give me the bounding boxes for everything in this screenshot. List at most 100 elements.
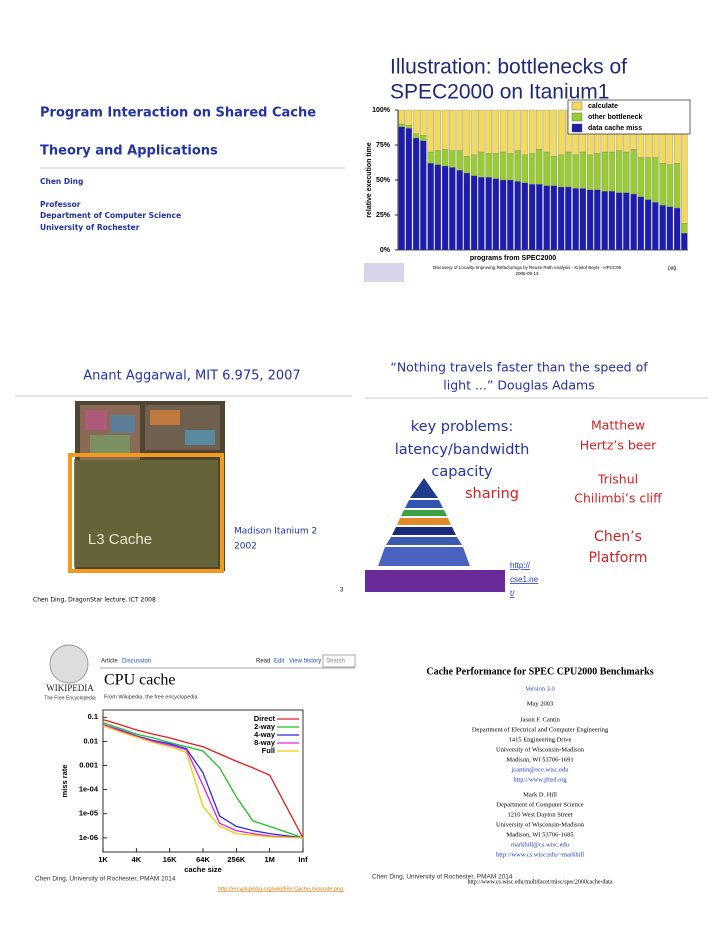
bar-segment — [528, 153, 536, 185]
legend-box — [567, 99, 691, 135]
y-tick-label: 1e-05 — [79, 809, 98, 818]
slide-title: Illustration: bottlenecks of — [390, 56, 627, 79]
bar-segment — [427, 163, 434, 251]
footer: Chen Ding, DragonStar lecture, ICT 2008 — [33, 597, 156, 604]
legend-label: 4-way — [254, 730, 276, 739]
tab[interactable]: Article — [101, 659, 118, 665]
y-tick-label: 0.01 — [83, 736, 98, 745]
bar-segment — [543, 185, 550, 251]
link[interactable]: cse1.ne — [510, 575, 539, 584]
legend-label: 2-way — [254, 722, 276, 731]
slide-title: SPEC2000 on Itanium1 — [390, 81, 609, 104]
university: University of Rochester — [40, 223, 140, 232]
bar-segment — [550, 109, 558, 157]
author-email[interactable]: jcantin@ece.wisc.edu — [511, 766, 570, 773]
bar-segment — [492, 109, 500, 154]
bar-segment — [405, 125, 413, 129]
bar-segment — [485, 177, 492, 251]
line-chart: 0.1 0.01 0.001 1e-04 1e-05 1e-06 1K 4K 16K 64K 256… — [60, 709, 308, 874]
bar-segment — [615, 150, 623, 193]
search-placeholder: Search — [326, 659, 345, 665]
bar-segment — [659, 205, 666, 251]
author-name: Jason F. Cantin — [520, 716, 560, 723]
author-city: Madison, WI 53706-1691 — [506, 756, 573, 763]
line-series — [102, 723, 304, 839]
bar-segment — [434, 150, 442, 165]
bar-segment — [420, 109, 427, 136]
die-photo — [68, 401, 225, 573]
bar-segment — [601, 151, 608, 192]
search-box[interactable] — [322, 654, 356, 668]
line-series — [102, 721, 304, 839]
bar-segment — [630, 193, 637, 251]
doc-title: Cache Performance for SPEC CPU2000 Bench… — [426, 666, 653, 677]
author: Chen Ding — [40, 177, 83, 186]
author-email[interactable]: markhill@cs.wisc.edu — [511, 841, 570, 848]
bar-segment — [507, 153, 514, 181]
bar-segment — [572, 188, 579, 251]
bar-segment — [601, 191, 608, 251]
bar-segment — [550, 156, 558, 186]
action[interactable]: Edit — [274, 659, 285, 665]
link[interactable]: t/ — [510, 589, 515, 598]
y-tick-label: 100% — [372, 107, 391, 114]
problem: latency/bandwidth — [395, 442, 530, 458]
bar-segment — [594, 189, 601, 251]
line-series — [102, 718, 304, 839]
bar-segment — [652, 202, 659, 251]
bar-segment — [507, 109, 514, 154]
legend-label: 8-way — [254, 738, 276, 747]
bar-segment — [572, 154, 579, 189]
y-tick-label: 0.1 — [88, 712, 98, 721]
slide-subtitle: Theory and Applications — [40, 144, 218, 159]
person: Hertz’s beer — [580, 438, 657, 453]
bar-segment — [681, 233, 688, 251]
bar-segment — [623, 151, 630, 193]
action[interactable]: Read — [256, 659, 270, 665]
legend-label: calculate — [588, 103, 618, 110]
page-title: CPU cache — [104, 672, 176, 689]
action[interactable]: View history — [289, 659, 321, 665]
bar-segment — [565, 151, 572, 188]
bar-segment — [499, 151, 507, 181]
bar-segment — [463, 109, 471, 157]
bar-segment — [557, 109, 565, 155]
bar-segment — [673, 163, 681, 209]
y-tick-label: 1e-06 — [79, 833, 98, 842]
x-tick-label: 1K — [98, 855, 108, 864]
bar-segment — [681, 223, 688, 234]
footer: Discovery of Locality-Improving Refactor… — [433, 265, 622, 270]
link[interactable]: http:// — [510, 561, 531, 570]
problem: capacity — [431, 464, 493, 480]
bar-segment — [434, 109, 442, 151]
author-homepage[interactable]: http://www.jfred.org — [513, 776, 567, 783]
bar-segment — [405, 109, 413, 126]
person: Trishul — [597, 472, 638, 487]
source-link[interactable]: http://en.wikipedia.org/wiki/File:Cache,… — [218, 886, 343, 892]
legend-label: data cache miss — [588, 125, 642, 132]
bar-segment — [644, 199, 652, 251]
bar-segment — [470, 175, 478, 251]
bar-segment — [543, 109, 550, 153]
slide-title: “Nothing travels faster than the speed o… — [390, 360, 648, 375]
author-street: 1415 Engineering Drive — [509, 736, 572, 743]
bar-segment — [536, 149, 543, 185]
logo — [364, 263, 404, 282]
tab[interactable]: Discussion — [122, 659, 151, 665]
y-tick-label: 25% — [376, 212, 391, 219]
slide-title: Program Interaction on Shared Cache — [40, 106, 316, 121]
bar-segment — [405, 128, 413, 251]
bar-segment — [637, 157, 645, 197]
bar-segment — [521, 154, 529, 183]
bar-segment — [565, 186, 572, 251]
image-label: L3 Cache — [88, 531, 152, 548]
bar-segment — [666, 164, 674, 207]
bar-segment — [652, 157, 659, 203]
version[interactable]: Version 3.0 — [525, 685, 555, 692]
author-homepage[interactable]: http://www.cs.wisc.edu/~markhill — [496, 851, 584, 858]
bar-segment — [485, 153, 492, 178]
bar-segment — [449, 167, 456, 251]
bar-segment — [499, 179, 507, 251]
bar-segment — [449, 109, 456, 151]
footer: Chen Ding, University of Rochester, PMAM… — [372, 874, 513, 881]
